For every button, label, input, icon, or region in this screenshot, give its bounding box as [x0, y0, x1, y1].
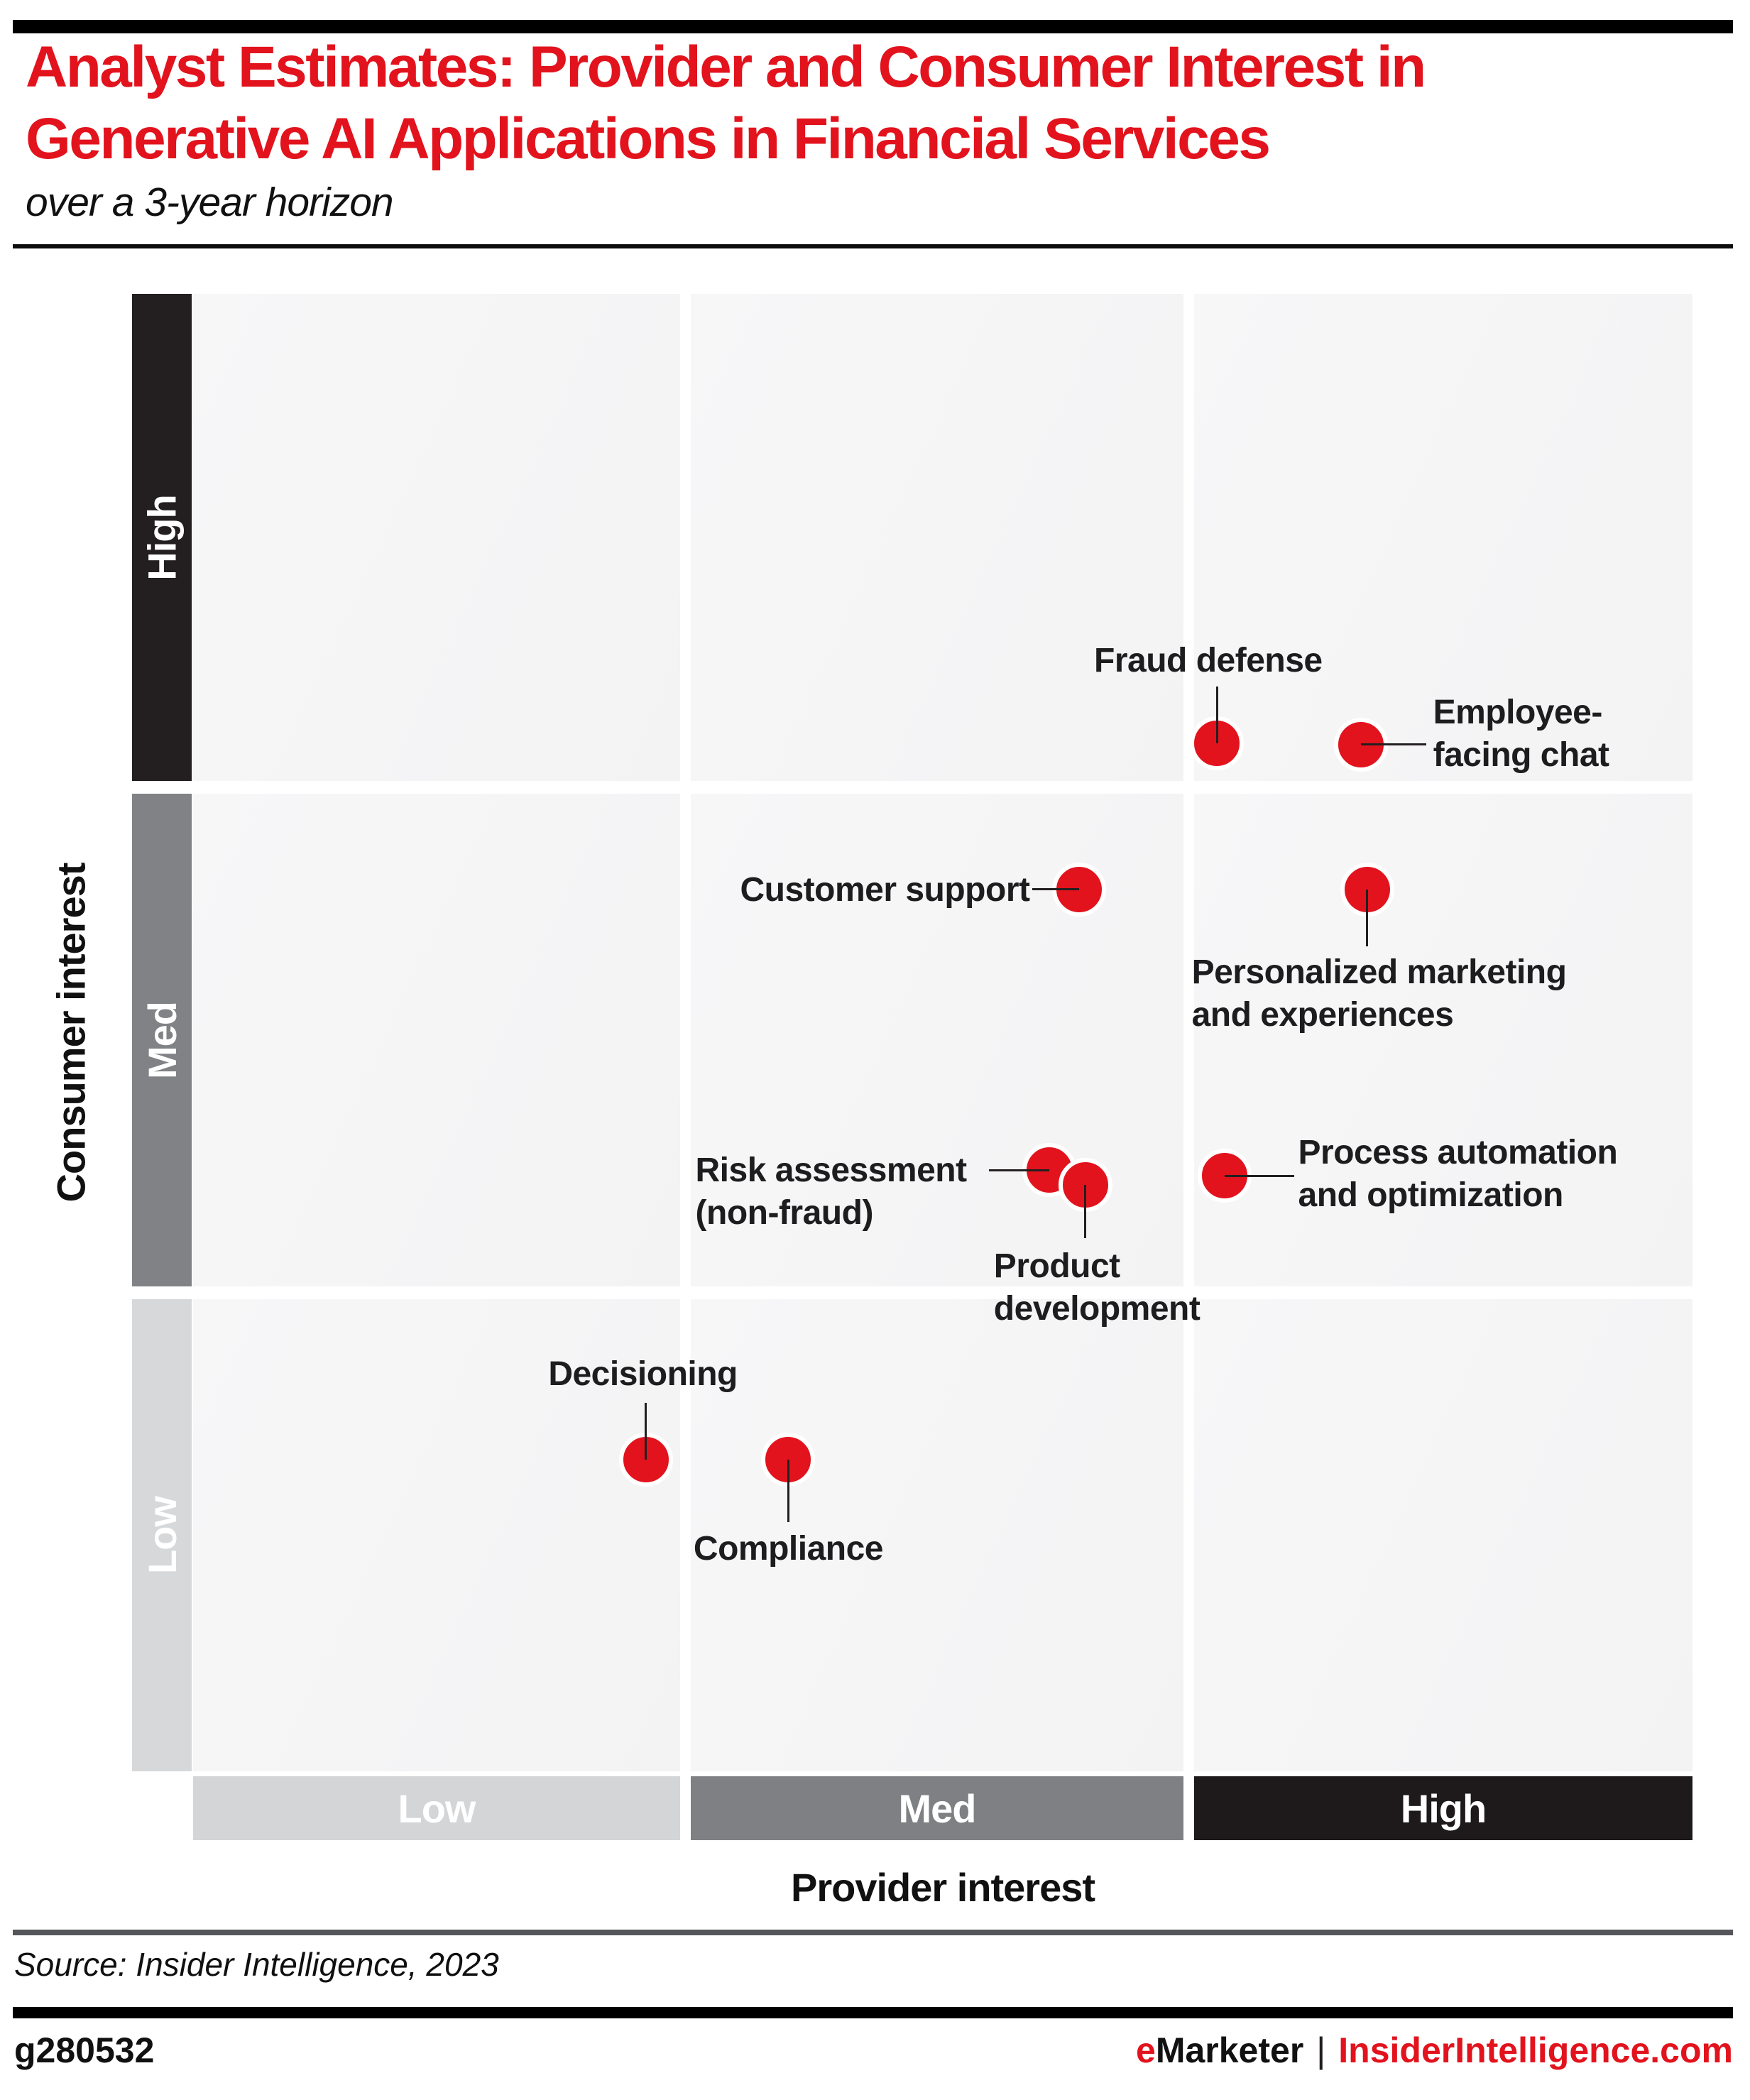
y-axis-title: Consumer interest: [48, 863, 94, 1203]
connector-fraud-defense: [1215, 686, 1218, 743]
grid-cell: [1194, 794, 1692, 1286]
x-band-med-label: Med: [898, 1785, 977, 1831]
connector-employee-facing-chat: [1361, 743, 1427, 746]
chart-title: Analyst Estimates: Provider and Consumer…: [26, 35, 1426, 171]
connector-process-automation: [1225, 1174, 1295, 1177]
label-customer-support: Customer support: [740, 870, 1030, 909]
label-process-automation: Process automation and optimization: [1298, 1133, 1618, 1214]
footer-black-bar: [13, 2007, 1733, 2018]
label-employee-facing-chat: Employee-facing chat: [1433, 693, 1609, 774]
x-band-low: Low: [193, 1776, 680, 1840]
grid-cell: [1194, 294, 1692, 781]
connector-risk-assessment: [988, 1169, 1049, 1171]
brand-lockup: eMarketer | InsiderIntelligence.com: [1136, 2029, 1733, 2072]
label-compliance: Compliance: [693, 1529, 884, 1568]
y-axis-title-wrap: Consumer interest: [21, 294, 121, 1771]
plot-area: Fraud defense Employee-facing chat Custome…: [193, 294, 1692, 1771]
y-band-high: High: [132, 294, 192, 781]
source-note: Source: Insider Intelligence, 2023: [14, 1946, 499, 1983]
header-divider: [13, 244, 1733, 248]
label-fraud-defense: Fraud defense: [1094, 641, 1323, 679]
insider-intelligence-link: InsiderIntelligence.com: [1338, 2030, 1733, 2070]
y-band-low: Low: [132, 1299, 192, 1771]
connector-customer-support: [1032, 888, 1080, 891]
grid-cell: [691, 294, 1183, 781]
x-axis-title: Provider interest: [790, 1865, 1095, 1910]
label-risk-assessment: Risk assessment (non-fraud): [695, 1151, 968, 1232]
top-black-bar: [13, 20, 1733, 33]
brand-separator: |: [1316, 2030, 1326, 2070]
grid-cell: [193, 794, 680, 1286]
chart-id: g280532: [14, 2030, 155, 2070]
label-product-development: Product development: [993, 1247, 1201, 1328]
connector-decisioning: [645, 1402, 647, 1460]
chart-subtitle: over a 3-year horizon: [26, 180, 394, 225]
x-band-high-label: High: [1400, 1785, 1487, 1831]
data-point-compliance: [761, 1432, 816, 1487]
grid-cell: [691, 1299, 1183, 1771]
grid-cell: [193, 294, 680, 781]
x-band-high: High: [1194, 1776, 1692, 1840]
x-band-low-label: Low: [398, 1785, 476, 1831]
x-band-med: Med: [691, 1776, 1183, 1840]
emarketer-logo-rest: Marketer: [1155, 2030, 1304, 2070]
connector-product-development: [1084, 1184, 1087, 1238]
grid-cell: [193, 1299, 680, 1771]
label-decisioning: Decisioning: [548, 1355, 738, 1394]
y-band-med: Med: [132, 794, 192, 1286]
source-divider: [13, 1930, 1733, 1935]
connector-personalized-marketing: [1366, 889, 1369, 946]
connector-compliance: [787, 1459, 789, 1522]
emarketer-logo-e: e: [1136, 2030, 1156, 2070]
y-band-low-label: Low: [139, 1497, 185, 1574]
y-band-med-label: Med: [139, 1001, 185, 1079]
label-personalized-marketing: Personalized marketing and experiences: [1191, 953, 1567, 1034]
y-band-high-label: High: [139, 494, 185, 581]
grid-cell: [1194, 1299, 1692, 1771]
